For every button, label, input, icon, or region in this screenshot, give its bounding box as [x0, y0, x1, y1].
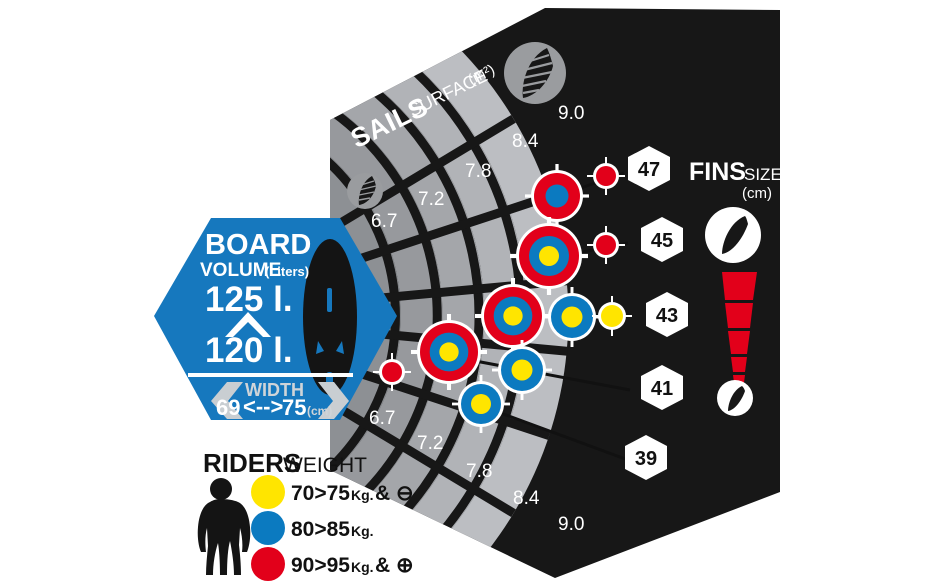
legend-unit-1: Kg.	[351, 523, 374, 539]
chart-marker[interactable]	[373, 353, 411, 391]
legend-unit-2: Kg.	[351, 559, 374, 575]
sail-label-top-2: 7.8	[465, 161, 491, 182]
chart-marker[interactable]	[510, 217, 588, 295]
marker-ring-yellow	[439, 342, 459, 362]
fin-hex-label-43: 43	[656, 305, 678, 327]
legend-range-2: 90>95	[291, 554, 350, 577]
red-dot-icon	[251, 547, 285, 581]
sail-label-bottom-2: 7.8	[466, 461, 492, 482]
fin-hex-label-47: 47	[638, 159, 660, 181]
legend-extra-0: & ⊖	[375, 482, 414, 505]
fins-title: FINS	[689, 158, 746, 186]
chevron-right-icon	[318, 382, 349, 419]
board-width-unit: (cm)	[307, 404, 332, 418]
board-title: BOARD	[205, 229, 311, 261]
sail-icon-large	[504, 42, 566, 104]
fin-hex-47[interactable]: 47	[628, 146, 670, 191]
fins-heading: FINS SIZE (cm)	[689, 158, 782, 202]
fin-hex-43[interactable]: 43	[646, 292, 688, 337]
marker-ring-red	[596, 166, 616, 186]
range-arrow-icon	[225, 312, 271, 337]
fin-hex-label-41: 41	[651, 378, 673, 400]
rider-silhouette-icon	[197, 478, 251, 575]
fins-unit: (cm)	[742, 185, 772, 202]
board-width-max: 75	[282, 395, 306, 420]
legend-item-1: 80>85 Kg.	[251, 511, 374, 545]
legend-range-0: 70>75	[291, 482, 350, 505]
legend-range-1: 80>85	[291, 518, 350, 541]
board-unit: (Liters)	[265, 264, 309, 279]
marker-ring-red	[596, 235, 616, 255]
chart-marker[interactable]	[492, 340, 552, 400]
sail-label-top-3: 8.4	[512, 131, 539, 152]
legend-item-0: 70>75 Kg. & ⊖	[251, 475, 414, 509]
chart-marker[interactable]	[475, 278, 551, 354]
board-width-min: 69	[216, 395, 240, 420]
chart-marker[interactable]	[542, 287, 602, 347]
fin-hex-39[interactable]: 39	[625, 435, 667, 480]
sail-label-top-4: 9.0	[558, 103, 584, 124]
chart-marker[interactable]	[592, 296, 632, 336]
fin-hex-label-39: 39	[635, 448, 657, 470]
chart-marker[interactable]	[587, 157, 625, 195]
chart-marker[interactable]	[452, 375, 510, 433]
chart-marker[interactable]	[525, 164, 589, 228]
marker-ring-yellow	[511, 359, 533, 381]
legend-item-2: 90>95 Kg. & ⊕	[251, 547, 414, 581]
marker-ring-yellow	[561, 306, 583, 328]
sail-label-bottom-3: 8.4	[513, 488, 540, 509]
legend-extra-2: & ⊕	[375, 554, 414, 577]
fins-subtitle: SIZE	[744, 165, 782, 184]
sail-label-top-0: 6.7	[371, 211, 397, 232]
sail-label-bottom-4: 9.0	[558, 514, 584, 535]
board-width-label: WIDTH	[245, 380, 304, 400]
board-width-arrow: <-->	[243, 394, 283, 419]
marker-ring-yellow	[471, 394, 491, 414]
sail-label-top-1: 7.2	[418, 189, 444, 210]
yellow-dot-icon	[251, 475, 285, 509]
fin-hex-41[interactable]: 41	[641, 365, 683, 410]
marker-ring-yellow	[601, 305, 623, 327]
fin-icon-large	[705, 207, 761, 263]
chart-marker[interactable]	[411, 314, 487, 390]
sail-label-bottom-1: 7.2	[417, 433, 443, 454]
blue-dot-icon	[251, 511, 285, 545]
fin-icon-small	[717, 380, 753, 416]
sail-icon-small	[347, 173, 383, 209]
board-subtitle: VOLUME	[200, 260, 281, 281]
marker-group	[373, 157, 632, 433]
chevron-left-icon	[211, 382, 243, 419]
riders-title: RIDERS	[203, 448, 301, 478]
marker-ring-blue	[545, 184, 569, 208]
marker-ring-red	[382, 362, 402, 382]
board-volume-max: 125 l.	[205, 280, 293, 319]
fin-hex-45[interactable]: 45	[641, 217, 683, 262]
sail-label-bottom-0: 6.7	[369, 408, 395, 429]
chart-marker[interactable]	[587, 226, 625, 264]
marker-ring-yellow	[539, 246, 559, 266]
marker-ring-yellow	[503, 306, 523, 326]
board-volume-min: 120 l.	[205, 331, 293, 370]
riders-subtitle: WEIGHT	[283, 454, 367, 477]
fin-hex-label-45: 45	[651, 230, 673, 252]
legend-unit-0: Kg.	[351, 487, 374, 503]
